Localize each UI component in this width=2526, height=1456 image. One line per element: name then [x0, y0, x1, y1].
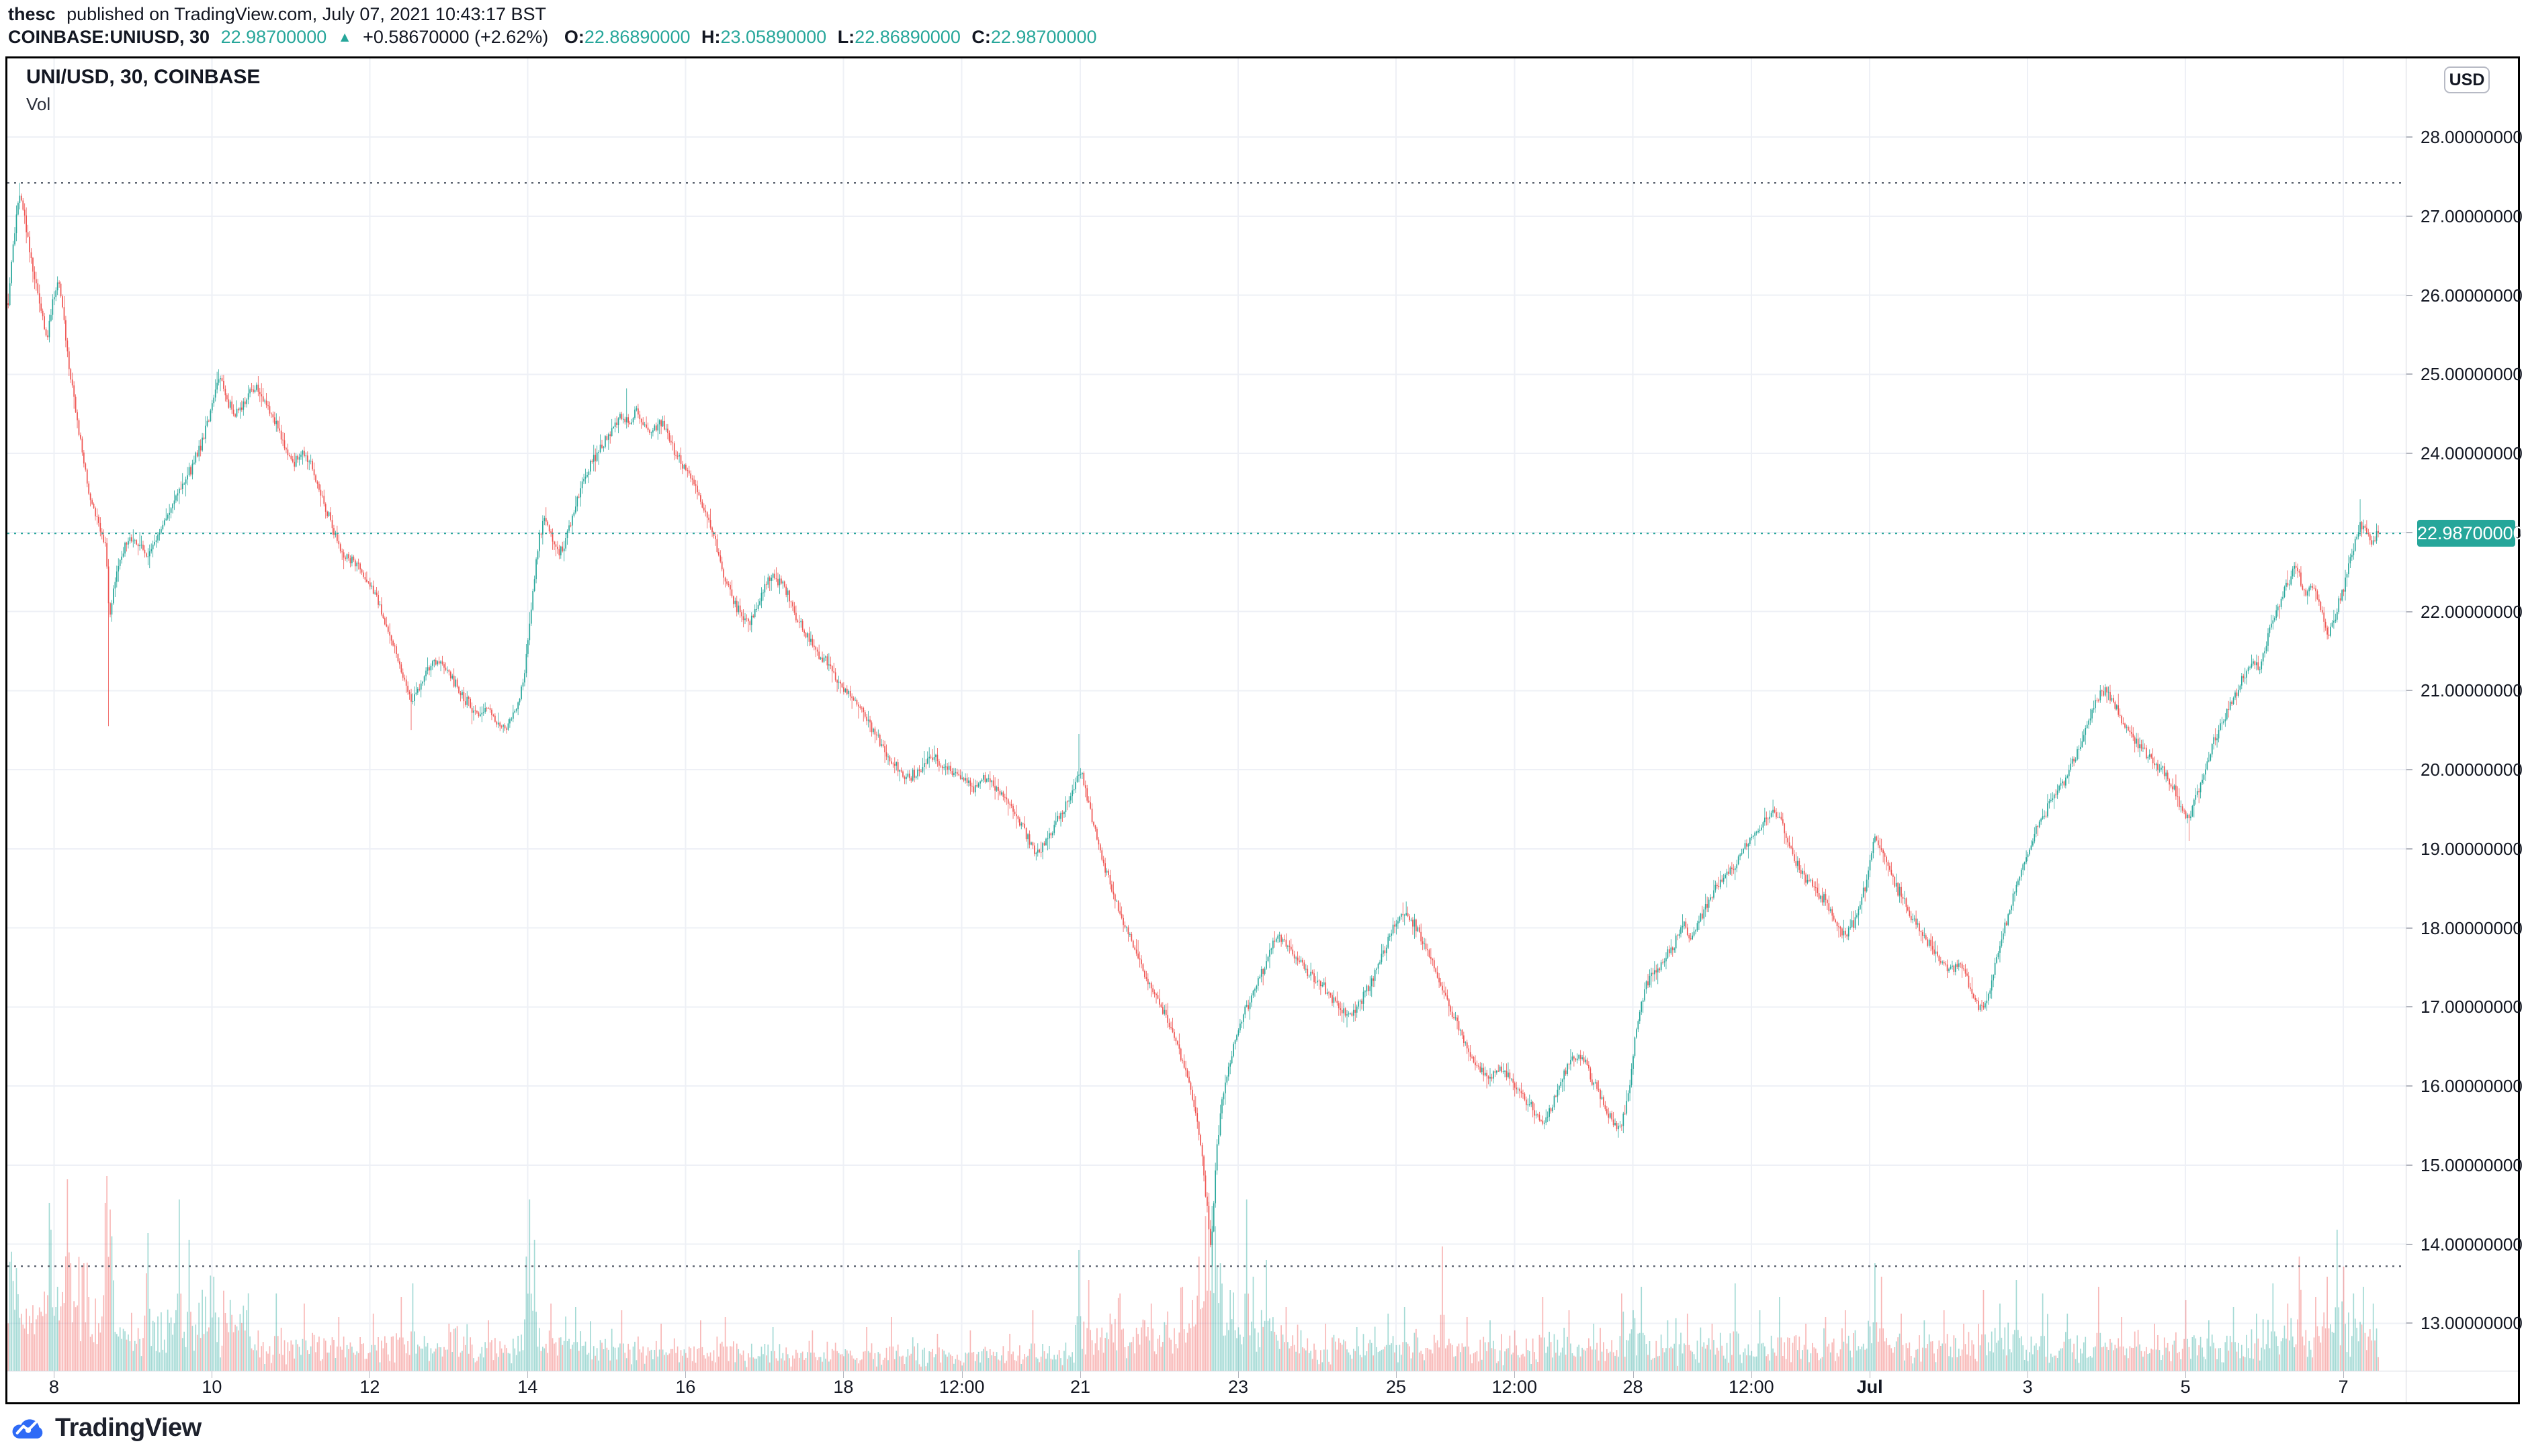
time-axis-label-3: 3 — [2022, 1377, 2033, 1397]
time-axis-label-12: 12 — [359, 1377, 380, 1397]
open-label: O: — [564, 27, 584, 47]
time-axis-label-14: 14 — [517, 1377, 538, 1397]
candle-wicks-down — [7, 193, 2379, 1248]
time-tick-5 — [2185, 1371, 2187, 1378]
price-tick-20 — [2406, 769, 2412, 770]
change-up-arrow-icon: ▲ — [337, 30, 352, 45]
time-axis-label-Jul: Jul — [1856, 1377, 1883, 1397]
open-value: 22.86890000 — [584, 27, 691, 47]
price-axis-label-16: 16.00000000 — [2421, 1076, 2523, 1096]
price-tick-13 — [2406, 1322, 2412, 1324]
tradingview-cloud-icon — [12, 1419, 43, 1439]
time-axis-label-25: 25 — [1385, 1377, 1407, 1397]
price-tick-26 — [2406, 294, 2412, 296]
time-axis-label-21: 21 — [1070, 1377, 1090, 1397]
publisher-name: thesc — [8, 4, 56, 24]
symbol-title: COINBASE:UNIUSD, 30 — [8, 27, 210, 47]
price-tick-22 — [2406, 610, 2412, 612]
header-last-price: 22.98700000 — [220, 27, 327, 47]
price-tick-24 — [2406, 453, 2412, 454]
price-axis-label-25: 25.00000000 — [2421, 364, 2523, 385]
publish-info: published on TradingView.com, July 07, 2… — [67, 4, 547, 24]
time-axis[interactable]: 8 10 12 14 16 18 12:00 21 23 25 12:00 28 12:00 Jul 3 5 7 — [7, 1371, 2406, 1402]
price-axis-label-15: 15.00000000 — [2421, 1154, 2523, 1175]
time-axis-label-16: 16 — [675, 1377, 696, 1397]
high-value: 23.05890000 — [720, 27, 827, 47]
price-chart[interactable] — [7, 58, 2406, 1371]
time-tick-12:00 — [961, 1371, 963, 1378]
time-tick-18 — [843, 1371, 844, 1378]
price-tick-18 — [2406, 927, 2412, 929]
price-tick-27 — [2406, 215, 2412, 217]
price-axis[interactable]: USD 22.98700000 28.00000000 27.00000000 26… — [2406, 58, 2523, 1371]
price-tick-23 — [2406, 531, 2412, 533]
candle-wicks-up — [9, 183, 2377, 1267]
time-tick-25 — [1396, 1371, 1397, 1378]
time-tick-12:00 — [1514, 1371, 1516, 1378]
price-tick-28 — [2406, 136, 2412, 138]
gridlines — [7, 58, 2406, 1371]
time-tick-21 — [1080, 1371, 1081, 1378]
time-axis-label-28: 28 — [1622, 1377, 1643, 1397]
close-value: 22.98700000 — [990, 27, 1097, 47]
price-axis-label-21: 21.00000000 — [2421, 680, 2523, 701]
time-tick-16 — [685, 1371, 687, 1378]
time-tick-28 — [1632, 1371, 1634, 1378]
time-tick-14 — [527, 1371, 529, 1378]
publish-line: thesc published on TradingView.com, July… — [8, 3, 1097, 26]
price-tick-17 — [2406, 1006, 2412, 1008]
price-tick-21 — [2406, 690, 2412, 692]
symbol-line: COINBASE:UNIUSD, 30 22.98700000 ▲ +0.586… — [8, 26, 1097, 48]
time-axis-label-5: 5 — [2180, 1377, 2191, 1397]
time-axis-label-7: 7 — [2338, 1377, 2349, 1397]
price-tick-16 — [2406, 1085, 2412, 1087]
time-axis-label-18: 18 — [833, 1377, 854, 1397]
low-label: L: — [837, 27, 855, 47]
time-axis-label-10: 10 — [202, 1377, 222, 1397]
chart-legend: UNI/USD, 30, COINBASE Vol — [26, 65, 260, 115]
price-axis-label-17: 17.00000000 — [2421, 997, 2523, 1017]
tradingview-logo-text: TradingView — [55, 1413, 202, 1442]
price-axis-label-26: 26.00000000 — [2421, 285, 2523, 306]
price-axis-label-13: 13.00000000 — [2421, 1313, 2523, 1334]
price-axis-label-27: 27.00000000 — [2421, 206, 2523, 226]
price-axis-label-20: 20.00000000 — [2421, 760, 2523, 780]
price-axis-label-14: 14.00000000 — [2421, 1234, 2523, 1255]
time-tick-12:00 — [1751, 1371, 1752, 1378]
price-axis-label-18: 18.00000000 — [2421, 917, 2523, 938]
time-tick-12 — [369, 1371, 371, 1378]
last-price-badge: 22.98700000 — [2417, 520, 2523, 547]
close-label: C: — [971, 27, 991, 47]
price-axis-label-19: 19.00000000 — [2421, 838, 2523, 859]
time-tick-7 — [2343, 1371, 2345, 1378]
price-tick-25 — [2406, 373, 2412, 375]
time-tick-23 — [1238, 1371, 1239, 1378]
time-axis-label-23: 23 — [1227, 1377, 1249, 1397]
legend-symbol[interactable]: UNI/USD, 30, COINBASE — [26, 66, 261, 88]
time-axis-label-12:00: 12:00 — [1729, 1377, 1774, 1397]
price-axis-label-28: 28.00000000 — [2421, 127, 2523, 147]
candle-bodies-up — [9, 195, 2378, 1245]
time-axis-label-8: 8 — [48, 1377, 59, 1397]
price-tick-14 — [2406, 1243, 2412, 1245]
low-value: 22.86890000 — [855, 27, 961, 47]
price-tick-15 — [2406, 1164, 2412, 1166]
header: thesc published on TradingView.com, July… — [8, 3, 1097, 48]
chart-frame: UNI/USD, 30, COINBASE Vol USD 22.9870000… — [5, 56, 2523, 1404]
currency-toggle-button[interactable]: USD — [2444, 66, 2490, 93]
price-axis-label-24: 24.00000000 — [2421, 443, 2523, 463]
legend-volume-indicator[interactable]: Vol — [26, 94, 51, 114]
volume-bars-down — [7, 1176, 2379, 1371]
price-axis-label-22: 22.00000000 — [2421, 601, 2523, 622]
time-axis-label-12:00: 12:00 — [1491, 1377, 1538, 1397]
high-label: H: — [701, 27, 721, 47]
price-tick-19 — [2406, 848, 2412, 850]
candle-bodies-down — [7, 195, 2379, 1245]
header-change: +0.58670000 (+2.62%) — [363, 27, 549, 47]
time-axis-label-12:00: 12:00 — [939, 1377, 985, 1397]
tradingview-logo[interactable]: TradingView — [9, 1412, 202, 1444]
volume-bars-up — [9, 1199, 2378, 1371]
